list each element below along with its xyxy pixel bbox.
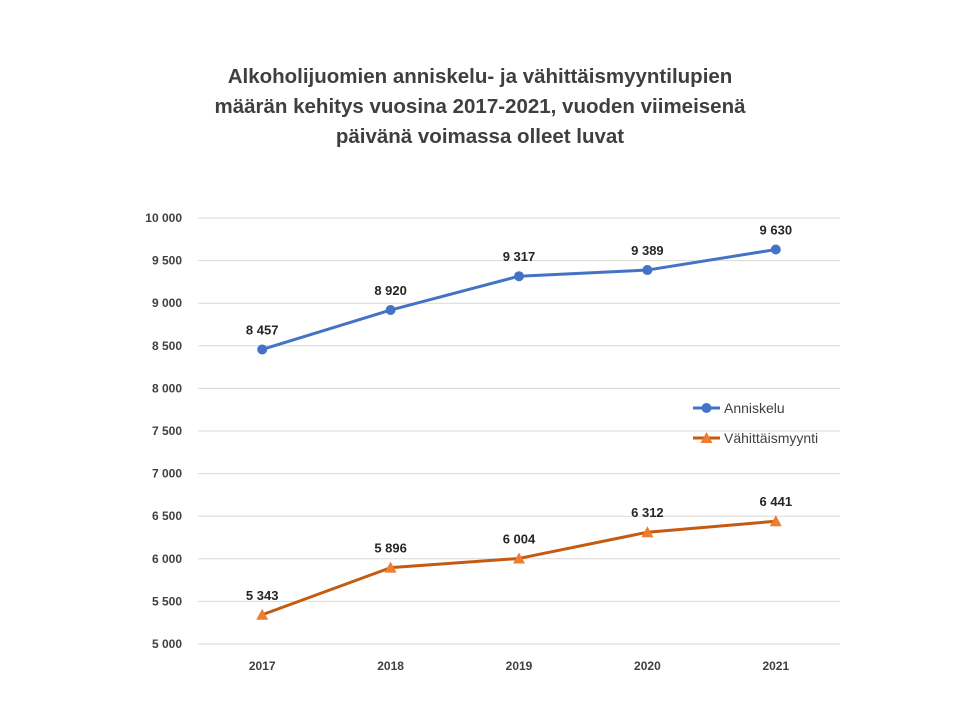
y-tick-label: 5 500 [152,594,182,608]
data-point [385,305,396,316]
data-label: 8 920 [374,283,407,298]
data-label: 9 389 [631,243,664,258]
data-label: 5 896 [374,541,407,556]
chart-title-line-1: Alkoholijuomien anniskelu- ja vähittäism… [227,65,733,88]
y-tick-label: 7 000 [152,467,182,481]
data-point [513,552,525,564]
data-label: 9 317 [503,249,536,264]
chart-title: Alkoholijuomien anniskelu- ja vähittäism… [180,62,780,152]
x-tick-label: 2021 [762,659,789,673]
x-tick-label: 2017 [249,659,276,673]
legend-label: Vähittäismyynti [724,430,818,446]
data-point [642,265,653,276]
data-label: 6 441 [760,494,793,509]
legend-marker [701,403,712,413]
x-tick-label: 2019 [506,659,533,673]
data-point [769,515,782,527]
y-tick-label: 9 500 [152,254,182,268]
data-label: 8 457 [246,322,279,337]
y-tick-label: 7 500 [152,424,182,438]
data-point [257,344,268,355]
y-tick-label: 8 500 [152,339,182,353]
data-label: 6 312 [631,505,664,520]
y-tick-label: 6 500 [152,509,182,523]
y-tick-label: 5 000 [152,637,182,651]
y-tick-label: 8 000 [152,381,182,395]
data-point [641,526,654,538]
data-point [256,608,269,620]
y-tick-label: 6 000 [152,552,182,566]
chart-title-line-3: päivänä voimassa olleet luvat [335,125,625,148]
x-tick-label: 2018 [377,659,404,673]
data-label: 5 343 [246,588,279,603]
data-point [384,561,397,573]
data-label: 6 004 [503,531,536,546]
data-point [770,244,781,255]
legend-label: Anniskelu [724,400,785,416]
y-tick-label: 9 000 [152,296,182,310]
chart-title-line-2: määrän kehitys vuosina 2017-2021, vuoden… [214,95,746,118]
y-tick-label: 10 000 [145,211,182,225]
legend-marker [700,432,713,443]
x-tick-label: 2020 [634,659,661,673]
data-label: 9 630 [760,223,793,238]
data-point [514,271,524,282]
series-line [260,248,778,351]
